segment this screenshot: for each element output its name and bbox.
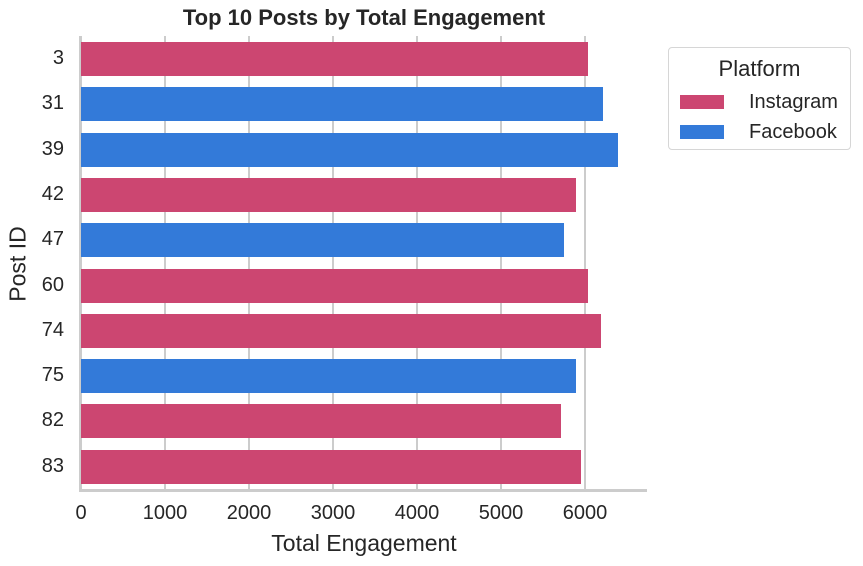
facebook-swatch [680,125,724,139]
y-axis-line [79,36,82,492]
legend-item-instagram: Instagram [680,90,838,114]
x-tick-label: 4000 [394,502,440,524]
x-tick-label: 6000 [562,502,608,524]
instagram-swatch [680,95,724,109]
y-tick-label: 60 [41,273,64,296]
bar-post-74 [81,313,601,348]
x-tick-label: 0 [75,502,87,524]
x-axis-line [79,489,647,492]
legend-title: Platform [718,56,801,81]
y-tick-label: 47 [41,228,64,251]
y-tick-label: 3 [52,47,64,69]
y-axis-title: Post ID [4,226,31,302]
bar-post-42 [81,177,576,212]
bar-post-83 [81,449,581,484]
y-tick-label: 82 [41,409,64,432]
y-tick-label: 75 [41,364,64,387]
y-tick-label: 31 [41,92,64,115]
bar-post-75 [81,359,576,394]
chart-title: Top 10 Posts by Total Engagement [182,5,546,30]
legend-label: Instagram [749,90,838,113]
bar-post-3 [81,42,589,76]
bar-post-82 [81,404,561,439]
legend-item-facebook: Facebook [680,120,837,144]
bar-post-31 [81,87,603,122]
gridline [332,36,334,490]
gridline [500,36,502,490]
y-tick-label: 83 [41,454,64,477]
bar-post-47 [81,223,564,258]
y-tick-label: 74 [41,318,64,341]
legend-label: Facebook [749,120,837,143]
x-tick-label: 3000 [310,502,356,524]
bar-post-39 [81,132,618,167]
y-tick-label: 42 [41,182,64,205]
gridline [248,36,250,490]
x-tick-label: 1000 [142,502,188,524]
plot-area [79,36,647,492]
gridline [416,36,418,490]
legend: Platform Instagram Facebook [668,47,851,150]
x-tick-label: 2000 [226,502,272,524]
gridline [164,36,166,490]
gridline [584,36,586,490]
bar-post-60 [81,268,589,303]
y-tick-label: 39 [41,137,64,160]
x-tick-label: 5000 [478,502,524,524]
x-axis-title: Total Engagement [271,530,457,556]
